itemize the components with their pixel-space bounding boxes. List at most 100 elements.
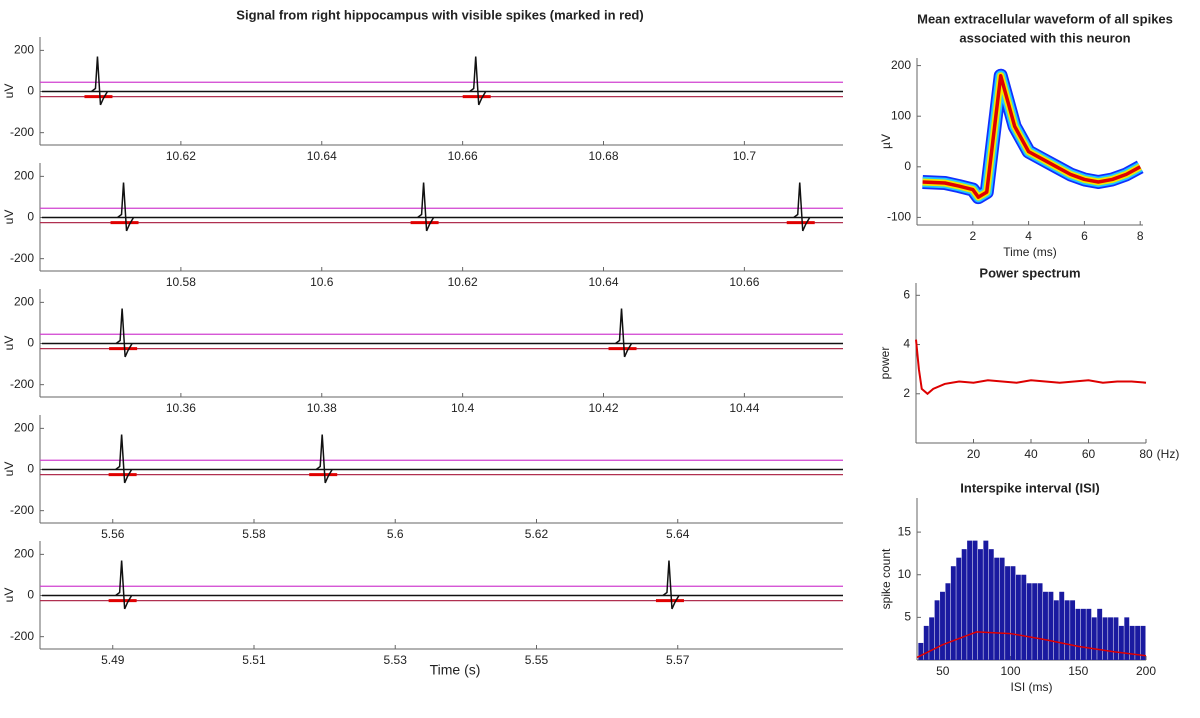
x-tick-label: 10.66 <box>729 275 759 289</box>
bar <box>1059 591 1065 660</box>
x-tick-label: 10.66 <box>448 149 478 163</box>
bar <box>972 540 978 660</box>
x-tick-label: 200 <box>1136 664 1156 678</box>
x-tick-label: 10.62 <box>166 149 196 163</box>
bar <box>1113 617 1119 660</box>
y-tick-label: -200 <box>10 377 34 391</box>
spike <box>662 560 680 610</box>
y-axis-label: uV <box>2 462 16 477</box>
bar <box>999 557 1005 660</box>
x-tick-label: 10.58 <box>166 275 196 289</box>
x-tick-label: 5.57 <box>666 653 690 667</box>
spike <box>469 56 487 106</box>
spike <box>115 308 133 358</box>
x-tick-label: 80 <box>1139 447 1153 461</box>
bar <box>1091 617 1097 660</box>
y-tick-label: 4 <box>903 337 910 351</box>
y-tick-label: 0 <box>27 588 34 602</box>
y-tick-label: 6 <box>903 287 910 301</box>
x-tick-label: 10.64 <box>307 149 337 163</box>
x-axis-label: (Hz) <box>1157 447 1180 461</box>
bar <box>950 566 956 660</box>
bar <box>1048 591 1054 660</box>
bar <box>1021 574 1027 660</box>
x-tick-label: 10.6 <box>310 275 334 289</box>
chart-title: Mean extracellular waveform of all spike… <box>917 11 1173 26</box>
x-tick-label: 5.56 <box>101 527 125 541</box>
bar <box>918 642 924 660</box>
x-tick-label: 150 <box>1068 664 1088 678</box>
y-tick-label: 10 <box>898 567 912 581</box>
x-tick-label: 5.55 <box>525 653 549 667</box>
bar <box>961 549 967 660</box>
y-tick-label: 0 <box>27 336 34 350</box>
y-axis-label: µV <box>879 134 893 149</box>
bar <box>1032 583 1038 660</box>
y-axis-label: power <box>878 347 892 380</box>
line <box>915 339 1147 396</box>
bar <box>1043 591 1048 660</box>
x-tick-label: 2 <box>969 229 976 243</box>
waveform-band <box>922 73 1142 199</box>
y-tick-label: 200 <box>14 547 34 561</box>
fit-curve <box>916 631 1147 659</box>
y-tick-label: 2 <box>903 386 910 400</box>
x-tick-label: 100 <box>1000 664 1020 678</box>
chart-title: Power spectrum <box>979 265 1080 280</box>
y-tick-label: -200 <box>10 251 34 265</box>
bar <box>923 625 929 660</box>
spike <box>91 56 109 106</box>
x-axis-label: Time (ms) <box>1003 245 1057 259</box>
bar <box>1064 600 1070 660</box>
y-axis-label: uV <box>2 210 16 225</box>
bar <box>929 617 935 660</box>
bar <box>1005 566 1010 660</box>
y-tick-label: 0 <box>27 210 34 224</box>
x-tick-label: 10.42 <box>588 401 618 415</box>
x-tick-label: 10.68 <box>588 149 618 163</box>
x-tick-label: 60 <box>1082 447 1096 461</box>
spike <box>115 560 133 610</box>
bar <box>1070 600 1076 660</box>
x-tick-label: 10.64 <box>588 275 618 289</box>
bar <box>977 549 983 660</box>
bar <box>983 540 989 660</box>
y-tick-label: 200 <box>891 58 911 72</box>
bar <box>1129 625 1135 660</box>
x-tick-label: 10.4 <box>451 401 475 415</box>
chart-title: Signal from right hippocampus with visib… <box>236 7 643 22</box>
y-axis-label: uV <box>2 588 16 603</box>
bar <box>1097 608 1103 660</box>
x-tick-label: 10.7 <box>733 149 757 163</box>
y-axis-label: uV <box>2 84 16 99</box>
bar <box>1140 625 1146 660</box>
x-tick-label: 10.36 <box>166 401 196 415</box>
spike <box>615 308 633 358</box>
bar <box>945 583 951 660</box>
x-tick-label: 8 <box>1137 229 1144 243</box>
y-axis-label: spike count <box>879 548 893 609</box>
bar <box>1080 608 1086 660</box>
y-tick-label: 0 <box>27 462 34 476</box>
bar <box>1015 574 1021 660</box>
spike <box>315 434 333 484</box>
bar <box>1108 617 1113 660</box>
x-tick-label: 5.64 <box>666 527 690 541</box>
y-tick-label: 200 <box>14 421 34 435</box>
x-tick-label: 20 <box>967 447 981 461</box>
spike <box>117 182 135 232</box>
bar <box>1102 617 1108 660</box>
y-tick-label: 200 <box>14 295 34 309</box>
bar <box>934 600 940 660</box>
bar <box>1037 583 1043 660</box>
bar <box>1010 566 1016 660</box>
chart-title: associated with this neuron <box>959 30 1130 45</box>
y-tick-label: 0 <box>27 84 34 98</box>
bar <box>1135 625 1141 660</box>
x-tick-label: 5.51 <box>242 653 266 667</box>
x-tick-label: 5.49 <box>101 653 125 667</box>
x-tick-label: 50 <box>936 664 950 678</box>
y-axis-label: uV <box>2 336 16 351</box>
x-tick-label: 4 <box>1025 229 1032 243</box>
